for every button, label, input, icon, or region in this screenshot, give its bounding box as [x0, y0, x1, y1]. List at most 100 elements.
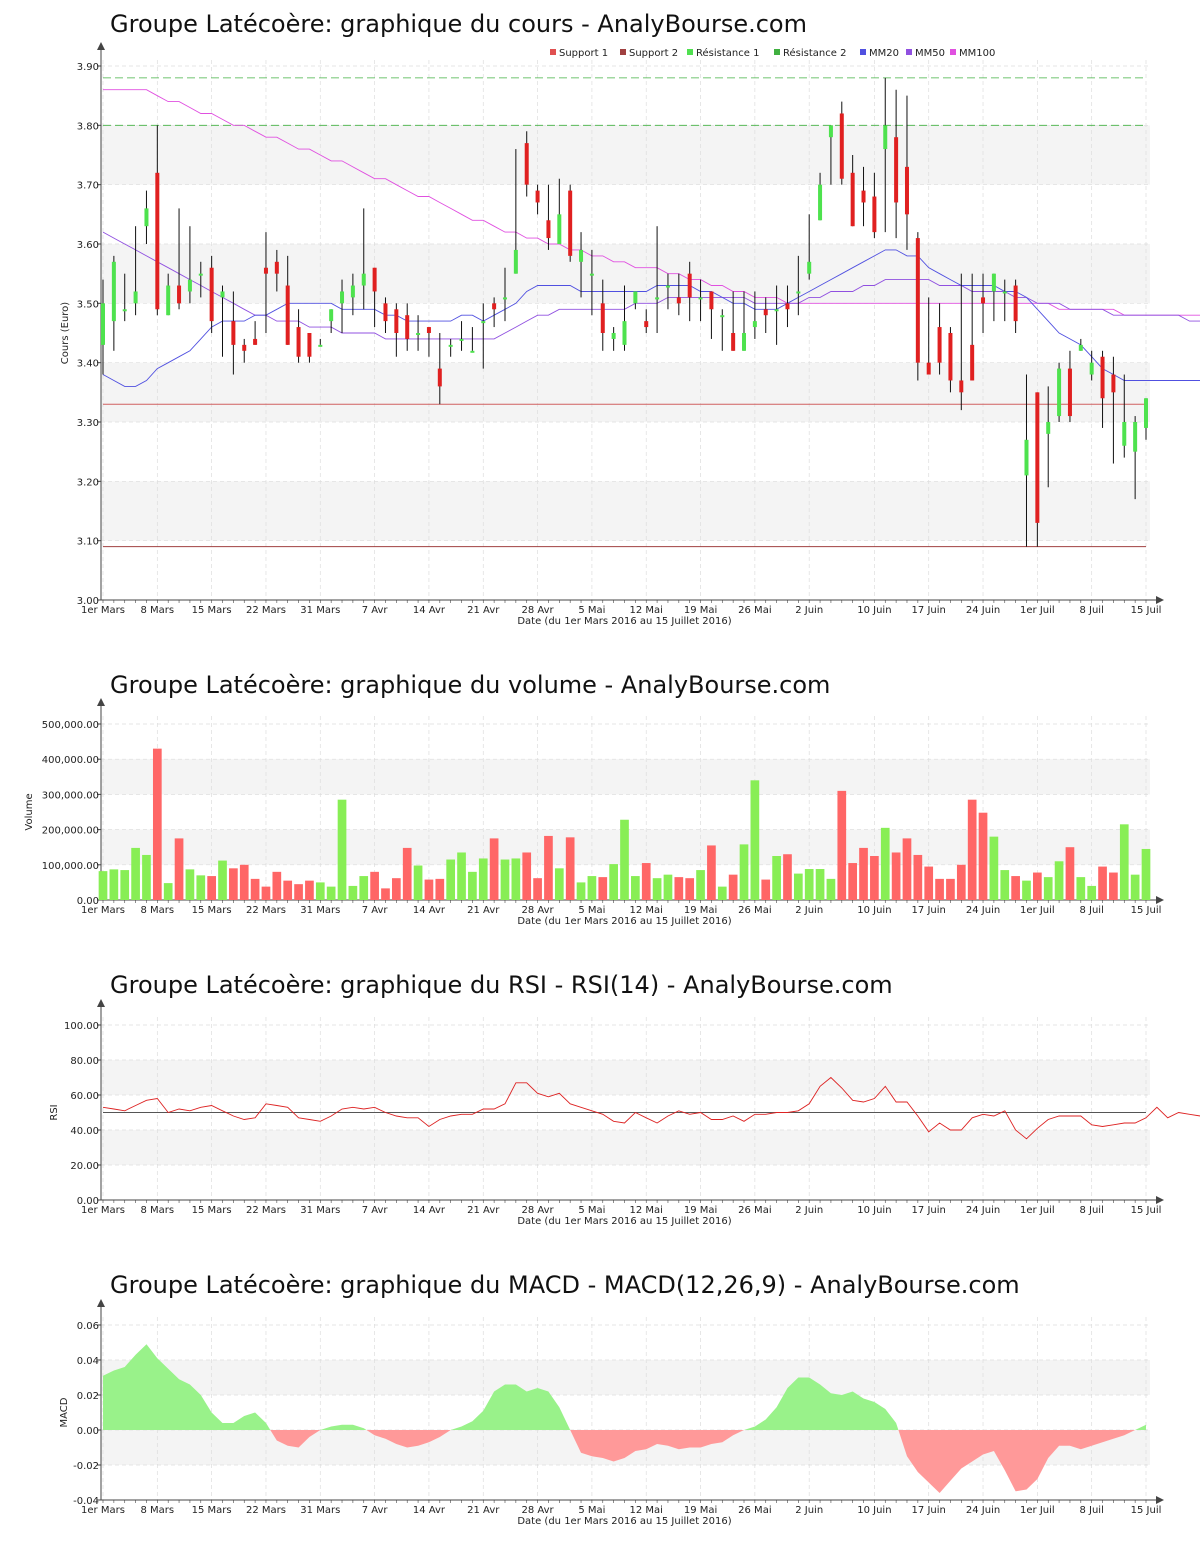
volume-bar: [337, 799, 347, 900]
x-tick-label: 21 Avr: [467, 1205, 500, 1216]
volume-bar: [489, 838, 499, 900]
x-axis-arrow: [1156, 596, 1164, 604]
volume-bar: [641, 863, 651, 900]
volume-bar: [978, 812, 988, 900]
volume-bar: [1011, 876, 1020, 900]
volume-bar: [500, 859, 510, 900]
volume-bar: [674, 877, 684, 900]
y-tick-label: 400,000.00: [42, 755, 99, 766]
x-tick-label: 14 Avr: [413, 605, 446, 616]
candle-body: [426, 327, 431, 333]
x-tick-label: 7 Avr: [362, 1505, 389, 1516]
volume-bar: [1141, 848, 1151, 900]
x-tick-label: 15 Juil: [1131, 905, 1162, 916]
volume-bar: [804, 869, 814, 900]
x-tick-label: 2 Juin: [795, 1505, 823, 1516]
volume-bar: [1087, 885, 1097, 900]
candle-body: [524, 143, 529, 185]
volume-bar: [880, 827, 890, 900]
x-tick-label: 15 Mars: [192, 1505, 232, 1516]
y-tick-label: 3.30: [77, 418, 99, 429]
volume-bar: [326, 886, 336, 900]
legend-swatch: [860, 49, 866, 55]
volume-bar: [196, 875, 206, 900]
legend-swatch: [550, 49, 556, 55]
rsi-chart-title: Groupe Latécoère: graphique du RSI - RSI…: [110, 971, 893, 999]
volume-bar: [1098, 866, 1107, 900]
candle-body: [981, 297, 986, 304]
candle-body: [839, 113, 844, 179]
x-tick-label: 12 Mai: [630, 1505, 663, 1516]
candle-body: [340, 291, 345, 304]
grid-band: [101, 481, 1150, 541]
candle-body: [253, 338, 258, 345]
x-tick-label: 10 Juin: [857, 605, 891, 616]
x-tick-label: 8 Mars: [141, 905, 175, 916]
candle-body: [589, 273, 594, 276]
volume-chart-title: Groupe Latécoère: graphique du volume - …: [110, 671, 831, 699]
y-tick-label: -0.04: [73, 1496, 99, 1507]
candle-body: [459, 338, 464, 341]
y-axis-label: Volume: [24, 793, 35, 830]
x-tick-label: 26 Mai: [738, 905, 771, 916]
candle-body: [502, 297, 507, 300]
legend-swatch: [774, 49, 780, 55]
volume-bar: [696, 870, 705, 900]
macd-negative-area: [270, 1430, 1136, 1493]
candle-body: [166, 285, 171, 316]
candle-body: [818, 184, 823, 221]
volume-bar: [815, 869, 825, 900]
candle-body: [633, 291, 638, 304]
candle-body: [329, 309, 334, 322]
candle-body: [1111, 374, 1116, 393]
legend-label: Résistance 1: [696, 47, 759, 59]
candle-body: [742, 333, 747, 351]
y-tick-label: 3.70: [77, 181, 99, 192]
volume-bar: [109, 869, 119, 900]
x-tick-label: 22 Mars: [246, 1505, 286, 1516]
candle-body: [231, 321, 236, 345]
candle-body: [242, 344, 247, 351]
volume-bar: [837, 790, 847, 900]
candle-body: [394, 309, 399, 333]
volume-bar: [1033, 872, 1042, 900]
volume-bar: [717, 886, 727, 900]
volume-bar: [956, 864, 966, 900]
y-tick-label: 3.60: [77, 240, 99, 251]
legend-label: MM50: [915, 48, 945, 59]
candle-body: [1078, 344, 1083, 351]
grid-band: [101, 759, 1150, 795]
y-tick-label: 0.00: [77, 1426, 99, 1437]
y-tick-label: 3.40: [77, 359, 99, 370]
legend-swatch: [687, 49, 693, 55]
x-tick-label: 22 Mars: [246, 605, 286, 616]
x-tick-label: 15 Juil: [1131, 1205, 1162, 1216]
x-tick-label: 5 Mai: [578, 605, 605, 616]
y-tick-label: 3.00: [77, 596, 99, 607]
y-tick-label: 40.00: [70, 1126, 99, 1137]
candle-body: [926, 362, 931, 375]
grid-band: [101, 1060, 1150, 1095]
macd-positive-area: [103, 1344, 1146, 1430]
y-tick-label: 0.00: [77, 896, 99, 907]
y-tick-label: 0.06: [77, 1321, 99, 1332]
volume-bar: [739, 844, 749, 900]
x-tick-label: 12 Mai: [630, 605, 663, 616]
volume-bar: [402, 847, 412, 900]
candle-body: [676, 297, 681, 304]
candle-body: [220, 291, 225, 298]
y-tick-label: 3.20: [77, 477, 99, 488]
volume-bar: [152, 748, 162, 900]
candle-body: [1013, 285, 1018, 322]
candle-body: [861, 190, 866, 203]
candle-body: [101, 303, 105, 345]
x-tick-label: 10 Juin: [857, 1505, 891, 1516]
volume-bar: [989, 836, 999, 900]
candle-body: [579, 249, 584, 262]
candle-body: [600, 303, 605, 333]
candle-body: [763, 309, 768, 316]
volume-bar: [207, 876, 216, 900]
x-tick-label: 7 Avr: [362, 605, 389, 616]
x-tick-label: 1er Mars: [81, 1205, 125, 1216]
candle-body: [296, 327, 301, 357]
